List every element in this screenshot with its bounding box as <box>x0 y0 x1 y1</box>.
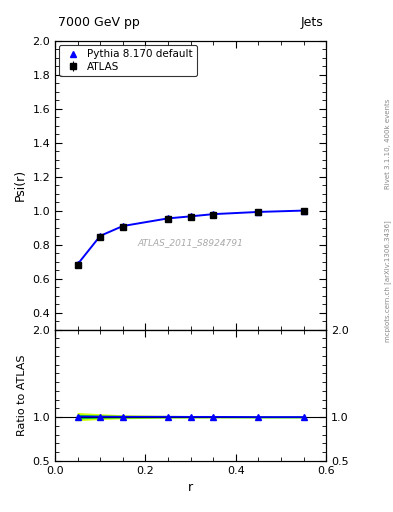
X-axis label: r: r <box>188 481 193 494</box>
Y-axis label: Psi(r): Psi(r) <box>14 169 27 201</box>
Text: Rivet 3.1.10, 400k events: Rivet 3.1.10, 400k events <box>385 98 391 188</box>
Pythia 8.170 default <box>98 233 103 239</box>
Pythia 8.170 default <box>211 211 216 217</box>
Text: ATLAS_2011_S8924791: ATLAS_2011_S8924791 <box>138 239 244 247</box>
Pythia 8.170 default <box>120 223 125 229</box>
Text: mcplots.cern.ch [arXiv:1306.3436]: mcplots.cern.ch [arXiv:1306.3436] <box>384 221 391 343</box>
Text: Jets: Jets <box>301 16 323 29</box>
Pythia 8.170 default <box>188 214 193 220</box>
Line: Pythia 8.170 default: Pythia 8.170 default <box>75 207 307 267</box>
Pythia 8.170 default <box>256 209 261 215</box>
Pythia 8.170 default <box>301 207 306 214</box>
Legend: Pythia 8.170 default, ATLAS: Pythia 8.170 default, ATLAS <box>59 45 197 76</box>
Pythia 8.170 default <box>75 261 80 267</box>
Text: 7000 GeV pp: 7000 GeV pp <box>58 16 140 29</box>
Pythia 8.170 default <box>166 216 171 222</box>
Y-axis label: Ratio to ATLAS: Ratio to ATLAS <box>17 354 27 436</box>
